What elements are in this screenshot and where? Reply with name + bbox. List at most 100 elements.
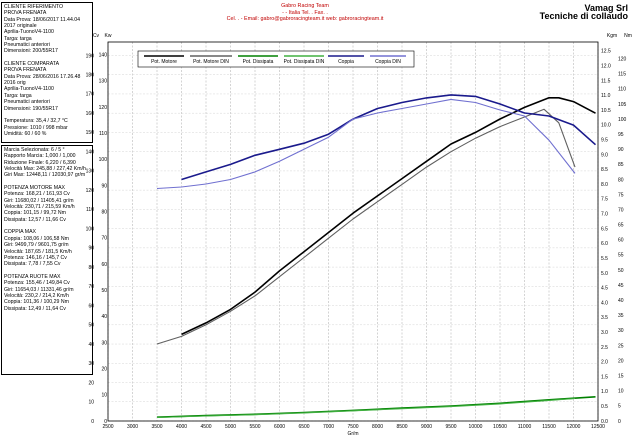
- cv-tick-label: 120: [86, 188, 95, 194]
- kgm-tick-label: 9.5: [601, 138, 608, 144]
- kgm-tick-label: 7.0: [601, 212, 608, 218]
- kw-tick-label: 60: [101, 262, 107, 268]
- cv-tick-label: 80: [88, 265, 94, 271]
- kw-tick-label: 50: [101, 288, 107, 294]
- panel-line: Potenza: 155,46 / 149,84 Cv: [4, 280, 70, 287]
- kgm-tick-label: 4.0: [601, 300, 608, 306]
- panel-line: Potenza: 168,21 / 161,93 Cv: [4, 191, 70, 198]
- legend-label: Pot. Dissipata DIN: [284, 59, 325, 65]
- nm-tick-label: 60: [618, 238, 624, 244]
- cv-axis-label: Cv: [93, 33, 100, 39]
- kgm-tick-label: 3.0: [601, 330, 608, 336]
- x-tick-label: 8500: [396, 424, 407, 430]
- panel-line: Pneumatici anteriori: [4, 99, 50, 106]
- nm-tick-label: 30: [618, 328, 624, 334]
- kw-tick-label: 80: [101, 209, 107, 215]
- cv-tick-label: 140: [86, 149, 95, 155]
- plot-frame: [107, 41, 599, 422]
- kgm-tick-label: 11.5: [601, 78, 611, 84]
- nm-tick-label: 95: [618, 132, 624, 138]
- panel-line: Giri Max: 12448,11 / 12030,97 gr/m: [4, 172, 86, 179]
- panel-line: Coppia: 108,06 / 106,58 Nm: [4, 235, 69, 242]
- kw-tick-label: 100: [99, 157, 108, 163]
- kgm-tick-label: 11.0: [601, 93, 611, 99]
- legend-label: Pot. Motore: [151, 59, 177, 65]
- x-tick-label: 5000: [225, 424, 236, 430]
- panel-line: Data Prova: 18/06/2017 11.44.04: [4, 16, 81, 23]
- nm-tick-label: 25: [618, 343, 624, 349]
- kgm-tick-label: 3.5: [601, 315, 608, 321]
- cv-tick-label: 50: [88, 323, 94, 329]
- cv-tick-label: 70: [88, 284, 94, 290]
- panel-line: Velocità: 230,2 / 214,2 Km/h: [4, 292, 69, 299]
- panel-line: PROVA FRENATA: [4, 10, 47, 17]
- panel-line: Giri: 9499,79 / 9601,75 gr/m: [4, 242, 69, 249]
- panel-line: COPPIA MAX: [4, 229, 36, 236]
- x-tick-label: 6500: [298, 424, 309, 430]
- nm-tick-label: 65: [618, 223, 624, 229]
- panel-line: Giri: 11680,02 / 11405,41 gr/m: [4, 197, 74, 204]
- cv-tick-label: 0: [91, 419, 94, 425]
- cv-tick-label: 20: [88, 380, 94, 386]
- nm-tick-label: 5: [618, 404, 621, 410]
- panel-line: Riduzione Finale: 6,220 / 6,390: [4, 159, 76, 166]
- cv-tick-label: 130: [86, 169, 95, 175]
- legend-label: Pot. Motore DIN: [193, 59, 229, 65]
- nm-tick-label: 35: [618, 313, 624, 319]
- x-tick-label: 12500: [591, 424, 605, 430]
- series-line-5: [156, 98, 576, 190]
- legend-label: Pot. Dissipata: [243, 59, 274, 65]
- max-values-panel: Marcia Selezionata: 6 / 5 ° Rapporto Marc…: [1, 145, 93, 375]
- brand-subtitle: Tecniche di collaudo: [539, 11, 628, 21]
- kgm-axis-label: Kgm: [607, 33, 617, 39]
- nm-tick-label: 90: [618, 147, 624, 153]
- kgm-tick-label: 12.0: [601, 63, 611, 69]
- panel-line: Dissipata: 12,57 / 11,66 Cv: [4, 216, 66, 223]
- x-tick-label: 2500: [102, 424, 113, 430]
- kgm-tick-label: 5.0: [601, 271, 608, 277]
- kgm-tick-label: 0.0: [601, 419, 608, 425]
- nm-axis-label: Nm: [624, 33, 632, 39]
- x-tick-label: 10000: [469, 424, 483, 430]
- series-line-0: [181, 97, 596, 336]
- kgm-tick-label: 6.0: [601, 241, 608, 247]
- nm-tick-label: 50: [618, 268, 624, 274]
- kgm-tick-label: 2.0: [601, 360, 608, 366]
- panel-line: Temperatura: 35,4 / 32,7 °C: [4, 118, 68, 125]
- panel-line: Pneumatici anteriori: [4, 42, 50, 49]
- legend-label: Coppia: [338, 59, 354, 65]
- nm-tick-label: 85: [618, 162, 624, 168]
- cv-tick-label: 30: [88, 361, 94, 367]
- x-tick-label: 3500: [151, 424, 162, 430]
- nm-tick-label: 20: [618, 358, 624, 364]
- cv-tick-label: 160: [86, 111, 95, 117]
- cv-tick-label: 100: [86, 226, 95, 232]
- kgm-tick-label: 6.5: [601, 226, 608, 232]
- panel-line: Umidità: 60 / 60 %: [4, 130, 47, 137]
- nm-tick-label: 70: [618, 207, 624, 213]
- nm-tick-label: 120: [618, 56, 627, 62]
- series-line-4: [181, 94, 597, 181]
- cv-tick-label: 110: [86, 207, 94, 213]
- panel-line: Data Prova: 28/06/2016 17.26.48: [4, 73, 81, 80]
- kw-tick-label: 0: [104, 419, 107, 425]
- kgm-tick-label: 5.5: [601, 256, 608, 262]
- cv-tick-label: 170: [86, 92, 95, 98]
- company-contact: - - Italia Tel. . Fax. .: [282, 9, 328, 16]
- kw-axis-label: Kw: [105, 33, 112, 39]
- x-tick-label: 11000: [518, 424, 532, 430]
- nm-tick-label: 40: [618, 298, 624, 304]
- panel-line: Velocità: 187,65 / 181,5 Km/h: [4, 248, 72, 255]
- panel-line: Pressione: 1010 / 998 mbar: [4, 124, 68, 131]
- panel-line: POTENZA RUOTE MAX: [4, 273, 61, 280]
- x-tick-label: 10500: [493, 424, 507, 430]
- kgm-tick-label: 2.5: [601, 345, 608, 351]
- nm-tick-label: 75: [618, 192, 624, 198]
- kw-tick-label: 140: [99, 52, 108, 58]
- panel-line: Dissipata: 12,49 / 11,64 Cv: [4, 305, 66, 312]
- kw-tick-label: 30: [101, 340, 107, 346]
- x-tick-label: 12000: [567, 424, 581, 430]
- cv-tick-label: 60: [88, 303, 94, 309]
- kgm-tick-label: 8.0: [601, 182, 608, 188]
- cv-tick-label: 180: [86, 73, 95, 79]
